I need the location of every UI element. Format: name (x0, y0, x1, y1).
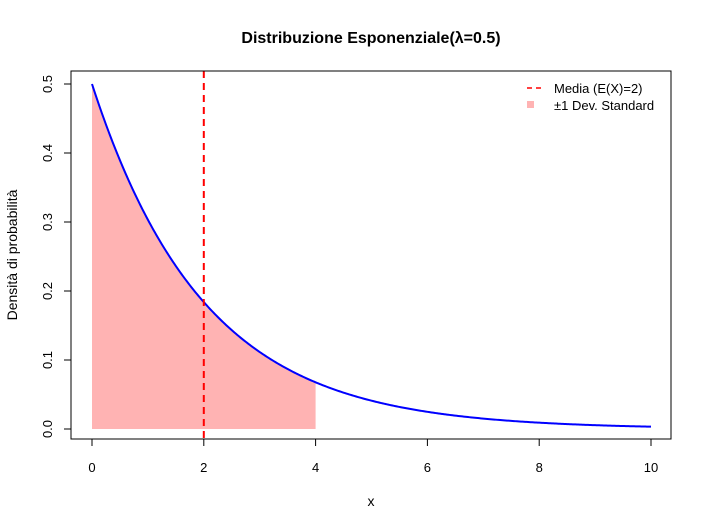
x-tick-label: 4 (312, 460, 319, 475)
x-tick-label: 2 (200, 460, 207, 475)
y-tick-label: 0.2 (40, 282, 55, 300)
sd-shaded-region (92, 84, 316, 429)
y-axis-label: Densità di probabilità (4, 189, 20, 320)
x-tick-label: 0 (88, 460, 95, 475)
y-tick-label: 0.4 (40, 144, 55, 162)
x-tick-label: 10 (644, 460, 658, 475)
legend-sd-swatch (527, 101, 534, 108)
x-axis: 0 2 4 6 8 10 (88, 438, 658, 475)
legend: Media (E(X)=2) ±1 Dev. Standard (527, 81, 654, 113)
legend-mean-label: Media (E(X)=2) (554, 81, 643, 96)
x-tick-label: 6 (424, 460, 431, 475)
y-tick-label: 0.5 (40, 75, 55, 93)
y-tick-label: 0.0 (40, 420, 55, 438)
y-tick-label: 0.1 (40, 351, 55, 369)
plot-area (91, 71, 652, 439)
y-axis: 0.0 0.1 0.2 0.3 0.4 0.5 (40, 75, 72, 438)
legend-sd-label: ±1 Dev. Standard (554, 98, 654, 113)
density-curve (91, 83, 652, 428)
chart-title: Distribuzione Esponenziale(λ=0.5) (241, 30, 500, 47)
y-tick-label: 0.3 (40, 213, 55, 231)
x-tick-label: 8 (536, 460, 543, 475)
x-axis-label: x (368, 493, 375, 509)
